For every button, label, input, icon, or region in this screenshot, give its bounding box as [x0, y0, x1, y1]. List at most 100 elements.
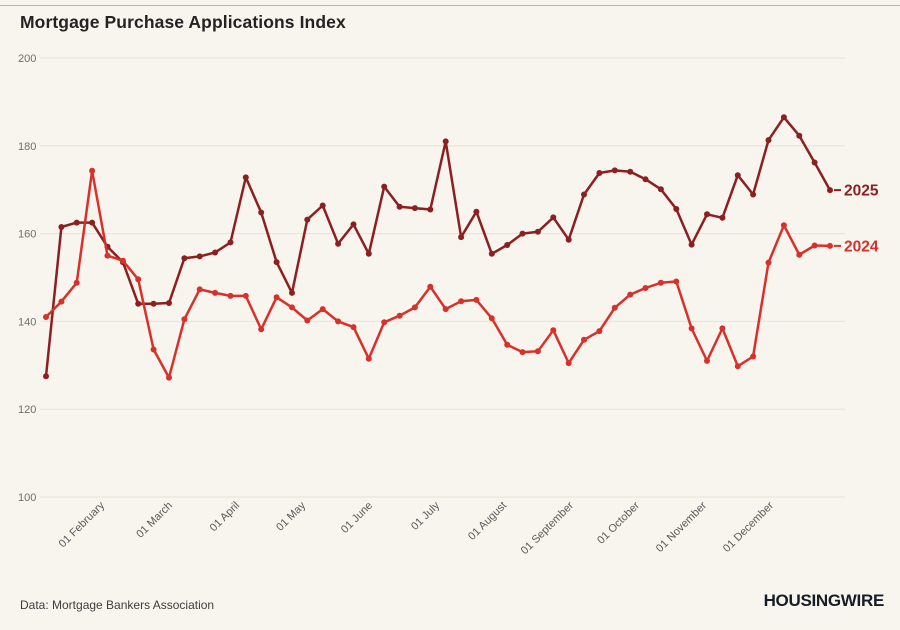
series-2024-point: [765, 259, 772, 266]
series-2025-point: [319, 202, 326, 209]
series-2025-point: [396, 203, 403, 210]
series-2024-point: [104, 252, 111, 259]
series-2025-point: [227, 239, 234, 246]
series-2024-point: [150, 346, 157, 353]
series-2025-point: [73, 219, 80, 226]
series-2024-point: [473, 296, 480, 303]
chart-title: Mortgage Purchase Applications Index: [20, 12, 346, 32]
series-2024-point: [627, 291, 634, 298]
series-2024-point: [458, 298, 465, 305]
series-2025-point: [827, 187, 833, 194]
series-2024-point: [242, 292, 249, 299]
series-2025-point: [150, 300, 157, 307]
series-2024-point: [796, 251, 803, 258]
series-2025-point: [212, 249, 219, 256]
series-2025-point: [504, 242, 511, 248]
series-2025-point: [166, 300, 172, 306]
series-2024-point: [642, 285, 649, 291]
series-2025-point: [627, 168, 634, 175]
series-2025-point: [519, 230, 526, 237]
series-2025-line: [44, 116, 832, 378]
series-2024-point: [58, 298, 65, 305]
series-2024-point: [688, 325, 695, 332]
series-2025-point: [365, 250, 372, 257]
series-2025-point: [780, 114, 787, 121]
series-2025-point: [258, 209, 265, 216]
series-2024-point: [427, 283, 434, 290]
series-2024-point: [719, 325, 726, 332]
series-2024-point: [43, 314, 49, 320]
series-2024-point: [780, 222, 787, 229]
series-2024-point: [657, 279, 664, 286]
series-2024-point: [319, 306, 326, 313]
series-2024-point: [335, 318, 342, 325]
series-2025-point: [688, 241, 695, 248]
series-2025-point: [381, 183, 388, 190]
series-2025-point: [673, 206, 680, 212]
series-2024-point: [119, 257, 126, 264]
x-tick-label: 01 March: [134, 500, 175, 541]
series-2024-point: [611, 304, 618, 311]
series-2025-point: [304, 216, 311, 223]
x-tick-label: 01 July: [409, 499, 442, 532]
series-2024-point: [273, 294, 280, 301]
series-2024-point: [396, 312, 403, 319]
series-2024-point: [258, 326, 265, 333]
series-2025-point: [473, 208, 480, 215]
series-2025-point: [581, 191, 587, 198]
series-2024-point: [135, 276, 142, 283]
series-2024-point: [289, 304, 295, 311]
series-2024-point: [734, 363, 741, 370]
series-2024-point: [504, 341, 511, 348]
series-2024-point: [550, 327, 557, 334]
series-2025-point: [811, 159, 818, 166]
y-tick-label: 120: [18, 404, 36, 416]
series-2025-point: [350, 221, 357, 228]
x-tick-label: 01 December: [721, 499, 776, 554]
series-2025-point: [657, 186, 664, 193]
series-2024-point: [227, 292, 234, 299]
series-label-2025: 2025: [844, 183, 879, 200]
series-2025-point: [611, 167, 618, 174]
x-tick-label: 01 August: [466, 500, 509, 543]
series-2024-point: [488, 315, 495, 322]
series-2024-point: [673, 278, 680, 285]
series-2024-point: [381, 319, 388, 326]
x-tick-label: 01 April: [208, 500, 242, 534]
top-border-rule: [0, 5, 900, 6]
series-2024-point: [750, 353, 757, 360]
series-2024-line: [44, 169, 832, 379]
series-2025-point: [534, 228, 541, 235]
series-2025-point: [750, 191, 757, 198]
series-2025-point: [273, 259, 280, 266]
series-2024-point: [442, 306, 449, 313]
x-tick-label: 01 November: [654, 499, 709, 554]
series-2025-point: [289, 289, 295, 296]
series-2024-point: [565, 360, 572, 367]
series-2024-point: [89, 167, 96, 174]
x-tick-label: 01 May: [274, 499, 308, 533]
series-2024-point: [827, 242, 833, 249]
series-2025-point: [135, 300, 142, 307]
x-tick-label: 01 September: [519, 499, 577, 557]
y-tick-label: 180: [18, 141, 36, 153]
series-2025-point: [734, 172, 741, 179]
series-2025-point: [335, 240, 342, 247]
y-tick-label: 140: [18, 316, 36, 328]
series-2024-point: [181, 316, 188, 323]
series-2025-point: [596, 170, 603, 176]
series-2024-point: [196, 286, 203, 293]
series-2025-point: [765, 137, 772, 144]
series-2024-point: [365, 355, 372, 362]
y-tick-label: 160: [18, 229, 36, 241]
series-2024-point: [811, 242, 818, 249]
series-2025-point: [488, 250, 495, 257]
series-2024-point: [212, 289, 219, 296]
series-2024-point: [350, 324, 357, 331]
series-2025-point: [43, 373, 49, 380]
y-tick-label: 200: [18, 53, 36, 65]
series-2024-point: [304, 317, 311, 324]
series-2025-point: [704, 211, 710, 218]
series-2024-point: [411, 304, 418, 311]
